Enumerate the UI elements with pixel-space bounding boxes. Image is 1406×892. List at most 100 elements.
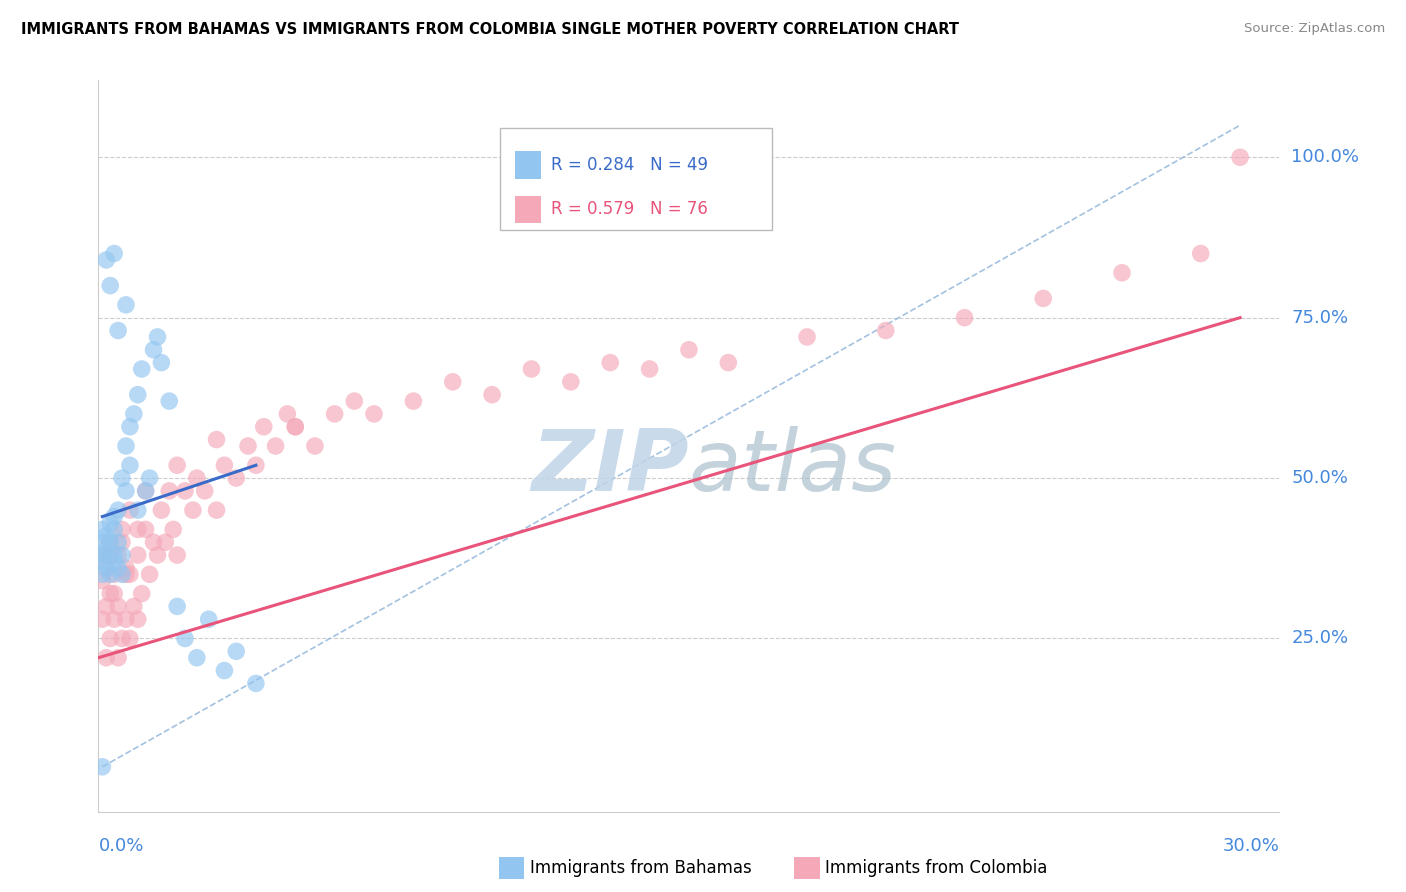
Point [127, 548, 149, 562]
Point [214, 664, 236, 678]
Point [103, 567, 125, 582]
Point [91, 548, 114, 562]
Point [264, 439, 287, 453]
Point [98, 516, 121, 530]
Point [115, 612, 138, 626]
Point [118, 503, 141, 517]
Point [103, 548, 125, 562]
Point [253, 419, 276, 434]
Point [131, 362, 153, 376]
Point [560, 375, 582, 389]
Point [98, 278, 121, 293]
FancyBboxPatch shape [501, 128, 772, 230]
Text: Source: ZipAtlas.com: Source: ZipAtlas.com [1244, 22, 1385, 36]
Text: 30.0%: 30.0% [1223, 838, 1279, 855]
Point [284, 419, 307, 434]
Text: Immigrants from Bahamas: Immigrants from Bahamas [530, 859, 752, 877]
Text: R = 0.579   N = 76: R = 0.579 N = 76 [551, 201, 707, 219]
Point [953, 310, 976, 325]
Point [138, 471, 160, 485]
Point [717, 355, 740, 369]
Point [91, 535, 114, 549]
Point [96, 561, 118, 575]
Point [107, 599, 129, 614]
Point [91, 760, 114, 774]
Point [103, 586, 125, 600]
Point [197, 612, 219, 626]
Point [599, 355, 621, 369]
Point [96, 252, 118, 267]
Point [150, 355, 173, 369]
Point [142, 343, 165, 357]
Point [284, 419, 307, 434]
Point [96, 548, 118, 562]
Point [127, 503, 149, 517]
Point [103, 509, 125, 524]
Point [1032, 292, 1054, 306]
Point [205, 433, 228, 447]
Point [98, 632, 121, 646]
Point [96, 541, 118, 556]
Point [205, 503, 228, 517]
Text: Immigrants from Colombia: Immigrants from Colombia [825, 859, 1047, 877]
Point [236, 439, 259, 453]
Text: 0.0%: 0.0% [98, 838, 143, 855]
Text: atlas: atlas [689, 426, 897, 509]
Point [115, 439, 138, 453]
Point [135, 523, 157, 537]
Text: 25.0%: 25.0% [1291, 630, 1348, 648]
Point [122, 599, 145, 614]
Point [1111, 266, 1133, 280]
Point [107, 324, 129, 338]
Point [1189, 246, 1212, 260]
Point [638, 362, 661, 376]
Point [135, 483, 157, 498]
Text: 100.0%: 100.0% [1291, 148, 1360, 166]
Point [122, 407, 145, 421]
Point [146, 330, 169, 344]
Point [98, 548, 121, 562]
Point [118, 419, 141, 434]
Point [96, 529, 118, 543]
Point [98, 535, 121, 549]
Point [441, 375, 464, 389]
Point [98, 586, 121, 600]
Point [875, 324, 897, 338]
Point [96, 650, 118, 665]
Point [115, 561, 138, 575]
Point [107, 561, 129, 575]
Point [111, 535, 134, 549]
Point [111, 471, 134, 485]
Point [135, 483, 157, 498]
Point [103, 246, 125, 260]
Point [186, 471, 208, 485]
Point [107, 535, 129, 549]
Point [118, 567, 141, 582]
Point [111, 523, 134, 537]
Point [323, 407, 346, 421]
Point [402, 394, 425, 409]
Point [118, 458, 141, 473]
Point [162, 523, 184, 537]
Text: R = 0.284   N = 49: R = 0.284 N = 49 [551, 156, 707, 174]
Point [118, 632, 141, 646]
Point [91, 574, 114, 588]
Point [343, 394, 366, 409]
Bar [516, 195, 541, 223]
Point [363, 407, 385, 421]
Point [115, 483, 138, 498]
Point [107, 650, 129, 665]
Point [115, 298, 138, 312]
Point [98, 535, 121, 549]
Point [142, 535, 165, 549]
Point [678, 343, 700, 357]
Point [115, 567, 138, 582]
Point [131, 586, 153, 600]
Point [157, 394, 180, 409]
Point [155, 535, 177, 549]
Point [194, 483, 217, 498]
Point [146, 548, 169, 562]
Point [127, 523, 149, 537]
Point [103, 523, 125, 537]
Point [166, 458, 188, 473]
